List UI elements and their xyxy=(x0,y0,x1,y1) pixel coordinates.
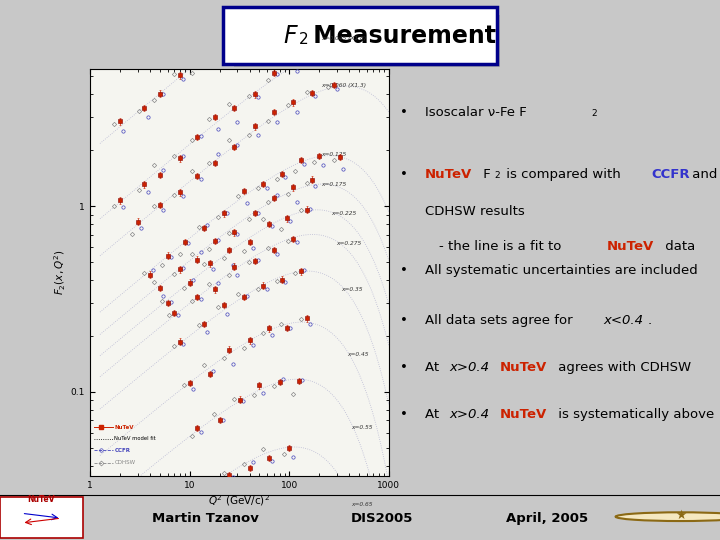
Text: Measurement: Measurement xyxy=(305,24,496,48)
Text: x=0.175: x=0.175 xyxy=(321,183,346,187)
Text: x=0.45: x=0.45 xyxy=(347,352,368,356)
Text: is systematically above: is systematically above xyxy=(554,408,718,421)
Text: 2: 2 xyxy=(592,109,598,118)
Text: Isoscalar ν-Fe F: Isoscalar ν-Fe F xyxy=(425,106,526,119)
Text: - the line is a fit to: - the line is a fit to xyxy=(439,240,566,253)
Text: x=0.275: x=0.275 xyxy=(336,241,361,246)
Text: x<0.4: x<0.4 xyxy=(603,314,644,327)
Text: NuTeV: NuTeV xyxy=(607,240,654,253)
Text: x=0.060 (X1.3): x=0.060 (X1.3) xyxy=(321,83,366,88)
Text: All systematic uncertainties are included: All systematic uncertainties are include… xyxy=(425,265,698,278)
Text: x=0.55: x=0.55 xyxy=(351,425,373,430)
Y-axis label: $F_2(x,Q^2)$: $F_2(x,Q^2)$ xyxy=(53,249,68,295)
Text: 2: 2 xyxy=(495,171,500,180)
Text: All data sets agree for: All data sets agree for xyxy=(425,314,577,327)
FancyBboxPatch shape xyxy=(0,497,83,538)
Text: •: • xyxy=(400,314,408,327)
Text: April, 2005: April, 2005 xyxy=(506,511,588,525)
Text: x=0.125: x=0.125 xyxy=(321,152,346,157)
X-axis label: $Q^2$ (GeV/c)$^2$: $Q^2$ (GeV/c)$^2$ xyxy=(209,493,270,508)
Text: x=0.225: x=0.225 xyxy=(331,211,356,217)
Text: NuTeV: NuTeV xyxy=(27,495,55,504)
Text: $\mathit{F}$: $\mathit{F}$ xyxy=(283,25,299,48)
Text: x>0.4: x>0.4 xyxy=(449,361,493,374)
Text: CCFR: CCFR xyxy=(114,448,130,453)
Text: NuTeV model fit: NuTeV model fit xyxy=(114,436,156,441)
Text: •: • xyxy=(400,408,408,421)
Text: •: • xyxy=(400,106,408,119)
Text: NuTeV: NuTeV xyxy=(114,425,134,430)
Text: •: • xyxy=(400,361,408,374)
Text: CDHSW: CDHSW xyxy=(114,460,135,465)
Text: is compared with: is compared with xyxy=(502,168,625,181)
Text: At: At xyxy=(425,408,444,421)
Text: NuTeV: NuTeV xyxy=(425,168,472,181)
Text: ★: ★ xyxy=(675,509,686,522)
Text: CCFR: CCFR xyxy=(651,168,690,181)
Text: NuTeV: NuTeV xyxy=(500,408,547,421)
Text: •: • xyxy=(400,265,408,278)
Text: •: • xyxy=(400,168,408,181)
Text: CDHSW results: CDHSW results xyxy=(425,205,525,218)
FancyBboxPatch shape xyxy=(223,8,497,64)
Bar xyxy=(234,15,500,67)
Text: NuTeV: NuTeV xyxy=(500,361,547,374)
Text: x=0.045 (X1.8): x=0.045 (X1.8) xyxy=(321,36,366,41)
Text: F: F xyxy=(479,168,490,181)
Text: Martin Tzanov: Martin Tzanov xyxy=(152,511,258,525)
Text: agrees with CDHSW: agrees with CDHSW xyxy=(554,361,690,374)
Text: x>0.4: x>0.4 xyxy=(449,408,493,421)
Circle shape xyxy=(616,512,720,521)
Text: x=0.65: x=0.65 xyxy=(351,502,373,507)
Text: DIS2005: DIS2005 xyxy=(351,511,413,525)
Text: data: data xyxy=(661,240,696,253)
Text: .: . xyxy=(648,314,652,327)
Text: 2: 2 xyxy=(299,31,308,46)
Text: x=0.35: x=0.35 xyxy=(341,287,363,293)
Text: and: and xyxy=(688,168,718,181)
Text: At: At xyxy=(425,361,444,374)
